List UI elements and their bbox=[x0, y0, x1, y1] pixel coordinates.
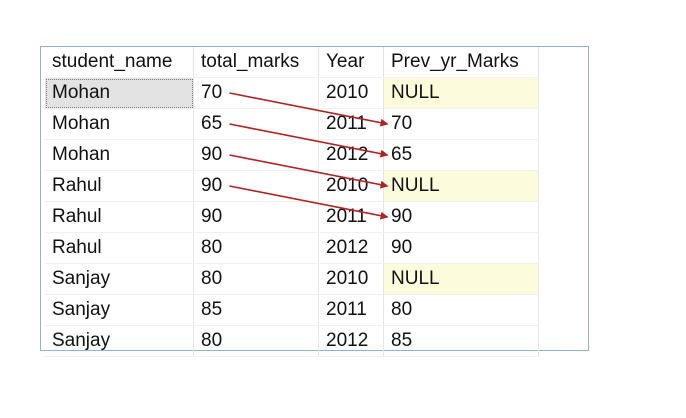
cell-year[interactable]: 2012 bbox=[318, 139, 384, 171]
cell-prev-yr-marks[interactable]: 90 bbox=[383, 201, 539, 233]
results-grid: student_name total_marks Year Prev_yr_Ma… bbox=[45, 47, 539, 357]
cell-student-name[interactable]: Mohan bbox=[45, 108, 194, 140]
cell-student-name[interactable]: Mohan bbox=[45, 77, 194, 109]
table-row: Sanjay 80 2010 NULL bbox=[45, 263, 539, 295]
cell-prev-yr-marks[interactable]: NULL bbox=[383, 170, 539, 202]
cell-prev-yr-marks[interactable]: NULL bbox=[383, 263, 539, 295]
cell-prev-yr-marks[interactable]: 85 bbox=[383, 325, 539, 357]
cell-student-name[interactable]: Rahul bbox=[45, 232, 194, 264]
header-row: student_name total_marks Year Prev_yr_Ma… bbox=[45, 47, 539, 78]
cell-total-marks[interactable]: 85 bbox=[193, 294, 319, 326]
column-header-total-marks[interactable]: total_marks bbox=[193, 47, 319, 78]
table-row: Mohan 65 2011 70 bbox=[45, 108, 539, 140]
cell-year[interactable]: 2012 bbox=[318, 232, 384, 264]
cell-student-name[interactable]: Sanjay bbox=[45, 325, 194, 357]
cell-year[interactable]: 2011 bbox=[318, 294, 384, 326]
table-row: Rahul 90 2011 90 bbox=[45, 201, 539, 233]
cell-prev-yr-marks[interactable]: NULL bbox=[383, 77, 539, 109]
results-grid-frame: student_name total_marks Year Prev_yr_Ma… bbox=[40, 46, 589, 357]
table-row: Sanjay 80 2012 85 bbox=[45, 325, 539, 357]
cell-year[interactable]: 2011 bbox=[318, 201, 384, 233]
cell-student-name[interactable]: Rahul bbox=[45, 201, 194, 233]
cell-total-marks[interactable]: 80 bbox=[193, 232, 319, 264]
table-row: Mohan 70 2010 NULL bbox=[45, 77, 539, 109]
table-row: Sanjay 85 2011 80 bbox=[45, 294, 539, 326]
cell-year[interactable]: 2011 bbox=[318, 108, 384, 140]
cell-year[interactable]: 2010 bbox=[318, 77, 384, 109]
table-row: Rahul 80 2012 90 bbox=[45, 232, 539, 264]
column-header-year[interactable]: Year bbox=[318, 47, 384, 78]
cell-total-marks[interactable]: 70 bbox=[193, 77, 319, 109]
table-row: Mohan 90 2012 65 bbox=[45, 139, 539, 171]
cell-total-marks[interactable]: 65 bbox=[193, 108, 319, 140]
table-row: Rahul 90 2010 NULL bbox=[45, 170, 539, 202]
cell-year[interactable]: 2012 bbox=[318, 325, 384, 357]
cell-prev-yr-marks[interactable]: 70 bbox=[383, 108, 539, 140]
cell-total-marks[interactable]: 90 bbox=[193, 170, 319, 202]
cell-prev-yr-marks[interactable]: 80 bbox=[383, 294, 539, 326]
cell-total-marks[interactable]: 90 bbox=[193, 139, 319, 171]
cell-total-marks[interactable]: 80 bbox=[193, 263, 319, 295]
cell-prev-yr-marks[interactable]: 90 bbox=[383, 232, 539, 264]
cell-year[interactable]: 2010 bbox=[318, 263, 384, 295]
cell-student-name[interactable]: Sanjay bbox=[45, 263, 194, 295]
column-header-student-name[interactable]: student_name bbox=[45, 47, 194, 78]
cell-prev-yr-marks[interactable]: 65 bbox=[383, 139, 539, 171]
cell-student-name[interactable]: Rahul bbox=[45, 170, 194, 202]
column-header-prev-yr-marks[interactable]: Prev_yr_Marks bbox=[383, 47, 539, 78]
cell-year[interactable]: 2010 bbox=[318, 170, 384, 202]
cell-student-name[interactable]: Sanjay bbox=[45, 294, 194, 326]
cell-student-name[interactable]: Mohan bbox=[45, 139, 194, 171]
cell-total-marks[interactable]: 80 bbox=[193, 325, 319, 357]
cell-total-marks[interactable]: 90 bbox=[193, 201, 319, 233]
